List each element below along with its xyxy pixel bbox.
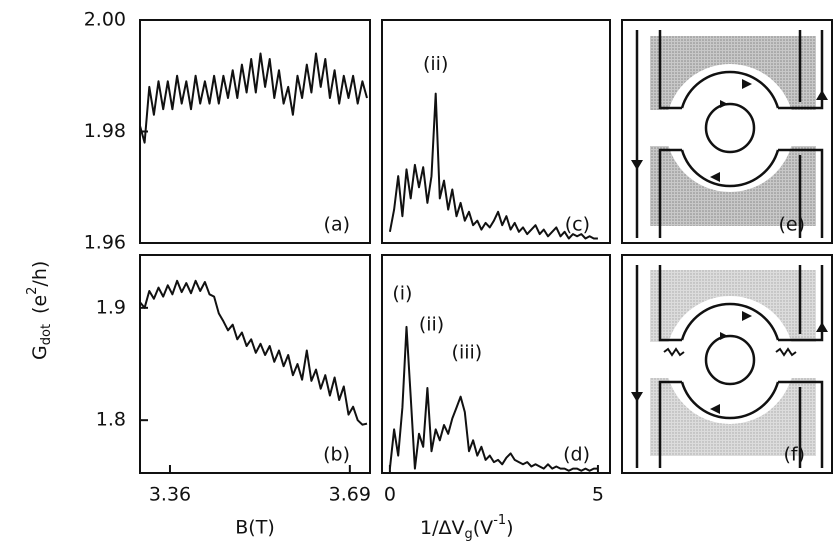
- edge-loop: [680, 302, 780, 420]
- panel-frame: [381, 19, 611, 244]
- dot-region: [666, 64, 794, 192]
- tunnel-coupling: [663, 347, 797, 357]
- panel-label: (f): [783, 444, 805, 466]
- panel-label: (c): [565, 214, 590, 236]
- panel-frame: [621, 19, 833, 244]
- y-tick-label: 1.9: [96, 296, 126, 318]
- diagram-f: (f): [621, 254, 833, 474]
- trace: [388, 325, 598, 472]
- label-part: G: [29, 345, 51, 360]
- panel-label: (d): [563, 444, 590, 466]
- label-part: dot: [39, 324, 54, 345]
- annotation: (iii): [452, 342, 483, 364]
- label-part: 1/ΔV: [420, 517, 465, 539]
- x-tick-label: 0: [384, 484, 396, 506]
- label-part: ): [506, 517, 513, 539]
- y-tick-label: 1.96: [84, 232, 126, 254]
- label-part: (V: [473, 517, 493, 539]
- label-part: g: [465, 527, 473, 542]
- panel-frame: [139, 254, 371, 474]
- x-tick-label: 3.69: [329, 484, 371, 506]
- panel-label: (e): [778, 214, 805, 236]
- edge-loop: [680, 70, 780, 109]
- edge-states: [635, 30, 824, 238]
- annotation: (i): [392, 283, 412, 305]
- x-tick-label: 3.36: [149, 484, 191, 506]
- label-part: -1: [493, 513, 506, 528]
- edge-states: [635, 265, 824, 468]
- panel-label: (a): [324, 214, 350, 236]
- inner-loop: [704, 334, 756, 386]
- y-axis-label: Gdot (e2/h): [25, 261, 54, 360]
- trace: [388, 92, 598, 240]
- x-axis-label: 1/ΔVg(V-1): [420, 513, 514, 542]
- annotation: (ii): [423, 53, 448, 75]
- label-part: /h): [29, 261, 51, 287]
- edge-loop: [680, 149, 780, 188]
- y-tick-label: 1.98: [84, 120, 126, 142]
- diagram-e: (e): [621, 19, 833, 244]
- trace: [139, 279, 368, 426]
- dot-region: [666, 296, 794, 424]
- panel-frame: [621, 254, 833, 474]
- trace: [139, 52, 368, 144]
- x-tick-label: 5: [592, 484, 604, 506]
- y-tick-label: 1.8: [96, 409, 126, 431]
- label-part: 2: [25, 287, 40, 295]
- x-axis-label: B(T): [235, 517, 274, 539]
- panel-frame: [139, 19, 371, 244]
- label-part: (e: [29, 295, 51, 314]
- panel-label: (b): [323, 444, 350, 466]
- annotation: (ii): [419, 313, 444, 335]
- inner-loop: [704, 102, 756, 154]
- panel-frame: [381, 254, 611, 474]
- y-tick-label: 2.00: [84, 9, 126, 31]
